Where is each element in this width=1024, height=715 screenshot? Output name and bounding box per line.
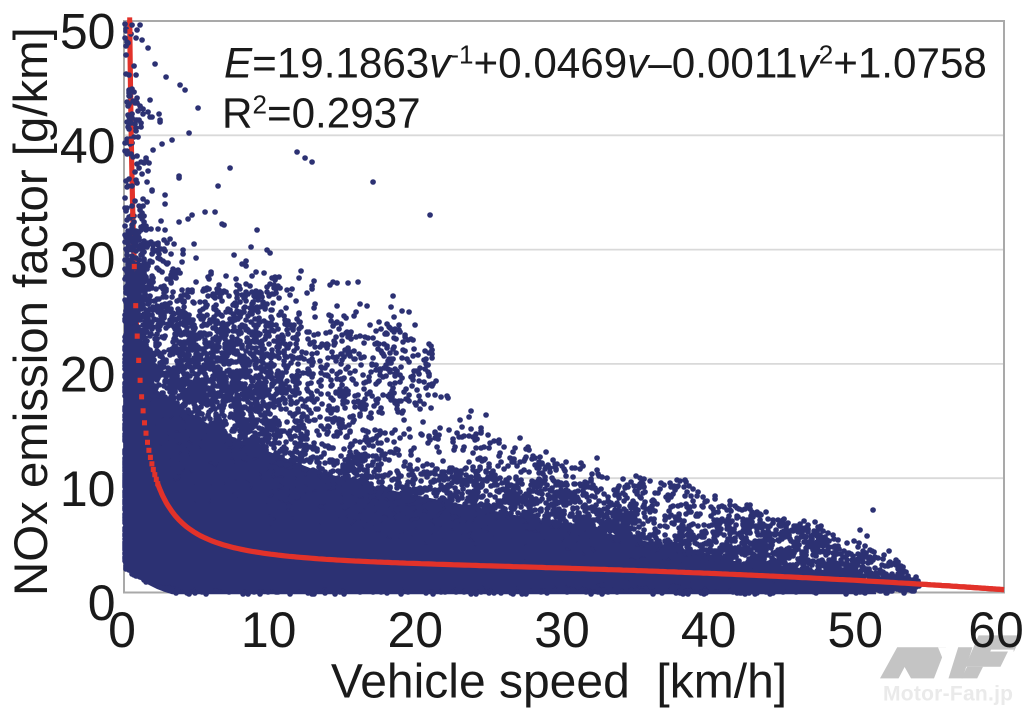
svg-text:Motor-Fan.jp: Motor-Fan.jp — [883, 683, 1013, 706]
svg-text:60: 60 — [968, 602, 1024, 658]
svg-text:0: 0 — [108, 602, 136, 658]
svg-text:30: 30 — [60, 232, 116, 288]
svg-text:R2=0.2937: R2=0.2937 — [222, 90, 421, 137]
svg-text:10: 10 — [60, 461, 116, 517]
svg-text:40: 40 — [681, 602, 737, 658]
svg-text:30: 30 — [534, 602, 590, 658]
svg-text:Vehicle speed [km/h]: Vehicle speed [km/h] — [331, 656, 787, 709]
svg-text:NOx emission factor [g/km]: NOx emission factor [g/km] — [5, 27, 58, 596]
svg-text:E=19.1863v-1+0.0469v–0.0011v2+: E=19.1863v-1+0.0469v–0.0011v2+1.0758 — [224, 40, 987, 87]
svg-text:20: 20 — [387, 602, 443, 658]
svg-text:40: 40 — [60, 118, 116, 174]
svg-text:50: 50 — [827, 602, 883, 658]
svg-text:10: 10 — [241, 602, 297, 658]
svg-text:20: 20 — [60, 347, 116, 403]
svg-text:50: 50 — [60, 4, 116, 60]
svg-text:0: 0 — [88, 575, 116, 631]
